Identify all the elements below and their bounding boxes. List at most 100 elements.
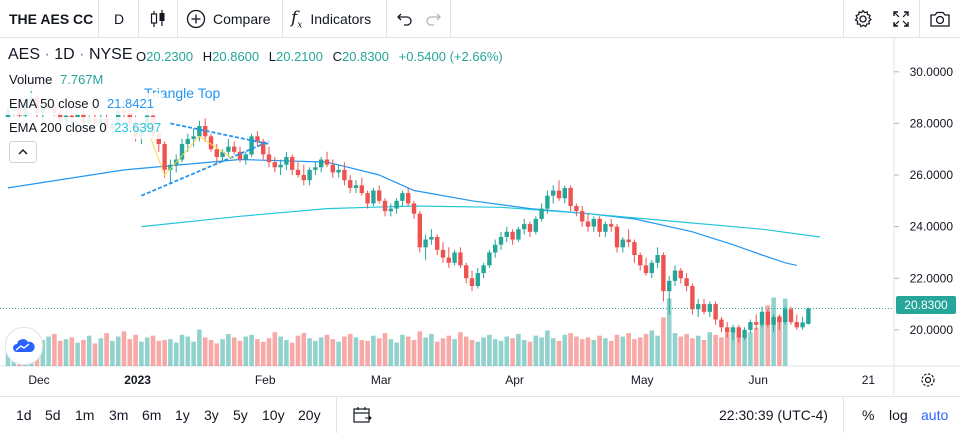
candle-body bbox=[313, 167, 318, 170]
volume-bar bbox=[527, 341, 533, 366]
volume-bar bbox=[400, 334, 405, 366]
volume-bar bbox=[133, 334, 138, 366]
candle-body bbox=[452, 252, 457, 263]
candle-body bbox=[481, 265, 486, 274]
volume-bar bbox=[661, 317, 666, 366]
volume-legend[interactable]: Volume 7.767M bbox=[0, 69, 113, 91]
candle-body bbox=[661, 255, 666, 292]
pattern-label: Triangle Top bbox=[144, 85, 220, 101]
candle-body bbox=[336, 169, 341, 173]
volume-bar bbox=[301, 333, 307, 366]
volume-bar bbox=[498, 340, 504, 366]
volume-bar bbox=[185, 336, 191, 366]
candle-body bbox=[516, 229, 521, 240]
ema200-legend[interactable]: EMA 200 close 0 23.6397 bbox=[0, 117, 171, 139]
range-button-1d[interactable]: 1d bbox=[16, 407, 32, 423]
triangle-lower-line bbox=[141, 140, 270, 197]
open-value: 20.2300 bbox=[146, 49, 194, 64]
volume-bar bbox=[440, 338, 446, 366]
x-tick-label: 21 bbox=[862, 373, 876, 387]
volume-bar bbox=[284, 340, 289, 366]
percent-toggle[interactable]: % bbox=[862, 397, 874, 433]
toolbar-divider bbox=[843, 0, 844, 38]
candle-body bbox=[191, 136, 196, 139]
volume-bar bbox=[75, 342, 80, 366]
chart-type-button[interactable] bbox=[149, 0, 167, 38]
candle-body bbox=[301, 175, 306, 181]
candle-body bbox=[232, 146, 237, 152]
volume-bar bbox=[637, 337, 643, 366]
settings-button[interactable] bbox=[853, 0, 873, 38]
interval-button[interactable]: D bbox=[114, 0, 124, 38]
chart-area[interactable]: Triangle Top 30.0000 28.0000 26.0000 24.000… bbox=[0, 38, 960, 395]
candle-body bbox=[377, 190, 382, 201]
candle-body bbox=[342, 169, 347, 181]
price-chart[interactable]: Triangle Top 30.0000 28.0000 26.0000 24.000… bbox=[0, 38, 960, 395]
indicators-button[interactable]: fx Indicators bbox=[291, 0, 371, 38]
candle-body bbox=[527, 224, 533, 232]
x-tick-label: May bbox=[631, 373, 654, 387]
volume-bar bbox=[324, 334, 330, 366]
range-button-3y[interactable]: 3y bbox=[204, 407, 219, 423]
volume-bar bbox=[556, 340, 562, 366]
timezone-clock[interactable]: 22:30:39 (UTC-4) bbox=[719, 397, 828, 433]
top-toolbar: THE AES CC D Compare fx Indicators bbox=[0, 0, 960, 38]
fullscreen-button[interactable] bbox=[892, 0, 910, 38]
volume-bar bbox=[104, 333, 109, 366]
log-toggle[interactable]: log bbox=[889, 397, 908, 433]
volume-bar bbox=[568, 333, 573, 366]
volume-bar bbox=[144, 337, 150, 366]
candle-body bbox=[580, 211, 585, 222]
volume-bar bbox=[168, 339, 173, 366]
volume-bar bbox=[243, 336, 249, 366]
candle-body bbox=[806, 308, 811, 324]
range-button-1m[interactable]: 1m bbox=[75, 407, 95, 423]
screenshot-button[interactable] bbox=[929, 0, 951, 38]
candle-body bbox=[58, 113, 63, 121]
range-button-5y[interactable]: 5y bbox=[233, 407, 248, 423]
candle-body bbox=[788, 309, 794, 323]
volume-bar bbox=[533, 335, 539, 366]
candle-body bbox=[725, 327, 730, 333]
y-tick-label: 22.0000 bbox=[910, 271, 954, 285]
redo-button[interactable] bbox=[424, 0, 442, 38]
volume-bar bbox=[162, 340, 167, 366]
range-button-6m[interactable]: 6m bbox=[142, 407, 162, 423]
candle-body bbox=[197, 126, 202, 137]
candle-body bbox=[632, 242, 637, 256]
candle-body bbox=[435, 236, 440, 250]
symbol-search-button[interactable]: THE AES CC bbox=[9, 0, 93, 38]
volume-bar bbox=[336, 341, 341, 366]
candle-body bbox=[330, 164, 335, 173]
range-button-20y[interactable]: 20y bbox=[298, 407, 321, 423]
volume-bar bbox=[684, 333, 689, 366]
go-to-date-button[interactable] bbox=[352, 397, 372, 433]
legend-symbol: AES bbox=[8, 46, 41, 63]
volume-bar bbox=[550, 338, 556, 366]
tradingview-logo[interactable] bbox=[5, 327, 43, 365]
volume-bar bbox=[376, 338, 382, 366]
auto-toggle[interactable]: auto bbox=[921, 397, 948, 433]
candle-body bbox=[324, 159, 330, 165]
ema200-name: EMA 200 close 0 bbox=[9, 120, 107, 135]
volume-bar bbox=[313, 340, 318, 366]
candle-body bbox=[319, 159, 324, 168]
compare-button[interactable]: Compare bbox=[186, 0, 271, 38]
volume-bar bbox=[539, 337, 544, 366]
volume-bar bbox=[574, 336, 579, 366]
candle-body bbox=[678, 270, 683, 279]
candle-body bbox=[307, 169, 312, 181]
collapse-legend-button[interactable] bbox=[9, 141, 37, 163]
range-button-10y[interactable]: 10y bbox=[262, 407, 285, 423]
ema50-legend[interactable]: EMA 50 close 0 21.8421 bbox=[0, 93, 163, 115]
range-button-5d[interactable]: 5d bbox=[45, 407, 61, 423]
candle-body bbox=[75, 113, 80, 119]
candle-body bbox=[69, 115, 74, 119]
volume-bar bbox=[382, 333, 388, 366]
volume-bar bbox=[226, 333, 231, 366]
range-button-3m[interactable]: 3m bbox=[109, 407, 129, 423]
ohlc-legend: O20.2300 H20.8600 L20.2100 C20.8300 +0.5… bbox=[136, 49, 503, 64]
undo-button[interactable] bbox=[396, 0, 414, 38]
range-button-1y[interactable]: 1y bbox=[175, 407, 190, 423]
volume-bar bbox=[179, 334, 185, 366]
